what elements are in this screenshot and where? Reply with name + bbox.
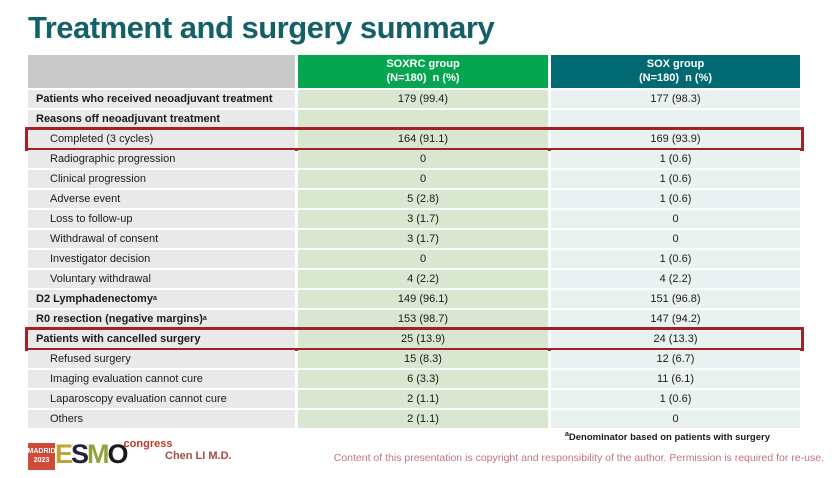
sox-value: 177 (98.3) — [551, 90, 800, 108]
table-row: Radiographic progression 0 1 (0.6) — [28, 150, 800, 168]
header-sox-line1: SOX group — [646, 57, 705, 70]
sox-value: 1 (0.6) — [551, 390, 800, 408]
madrid-label: MADRID — [27, 448, 56, 456]
sox-value: 11 (6.1) — [551, 370, 800, 388]
soxrc-value: 2 (1.1) — [298, 410, 548, 428]
row-label: Investigator decision — [28, 250, 295, 268]
row-label: Voluntary withdrawal — [28, 270, 295, 288]
row-label: Patients who received neoadjuvant treatm… — [28, 90, 295, 108]
soxrc-value: 0 — [298, 170, 548, 188]
table-row: Reasons off neoadjuvant treatment — [28, 110, 800, 128]
row-label: Withdrawal of consent — [28, 230, 295, 248]
table-row: Laparoscopy evaluation cannot cure 2 (1.1… — [28, 390, 800, 408]
sox-value: 1 (0.6) — [551, 190, 800, 208]
sox-value: 169 (93.9) — [551, 130, 800, 148]
presenter-name: Chen LI M.D. — [165, 450, 232, 462]
sox-value: 24 (13.3) — [551, 330, 800, 348]
soxrc-value: 2 (1.1) — [298, 390, 548, 408]
header-soxrc-line2: (N=180) n (%) — [386, 71, 460, 84]
table-row: Completed (3 cycles) 164 (91.1) 169 (93.9) — [25, 127, 804, 151]
soxrc-value: 5 (2.8) — [298, 190, 548, 208]
sox-value: 0 — [551, 410, 800, 428]
table-row: Clinical progression 0 1 (0.6) — [28, 170, 800, 188]
sox-value: 151 (96.8) — [551, 290, 800, 308]
sox-value: 1 (0.6) — [551, 250, 800, 268]
table-row: Investigator decision 0 1 (0.6) — [28, 250, 800, 268]
soxrc-value — [298, 110, 548, 128]
table-row: Withdrawal of consent 3 (1.7) 0 — [28, 230, 800, 248]
table-row: R0 resection (negative margins) a 153 (98.… — [28, 310, 800, 328]
summary-table: SOXRC group (N=180) n (%) SOX group (N=1… — [25, 55, 804, 430]
header-spacer-cell — [28, 55, 295, 88]
table-row: Patients who received neoadjuvant treatm… — [28, 90, 800, 108]
sox-value: 147 (94.2) — [551, 310, 800, 328]
page-title: Treatment and surgery summary — [28, 10, 495, 45]
row-label: Refused surgery — [28, 350, 295, 368]
table-row: Imaging evaluation cannot cure 6 (3.3) 11 … — [28, 370, 800, 388]
madrid-year: 2023 — [33, 456, 50, 464]
soxrc-value: 0 — [298, 250, 548, 268]
row-label: D2 Lymphadenectomy a — [28, 290, 295, 308]
sox-value: 0 — [551, 230, 800, 248]
header-sox-line2: (N=180) n (%) — [638, 71, 713, 84]
table-row: Refused surgery 15 (8.3) 12 (6.7) — [28, 350, 800, 368]
row-label: Patients with cancelled surgery — [28, 330, 295, 348]
table-body: Patients who received neoadjuvant treatm… — [25, 90, 804, 428]
table-row: Patients with cancelled surgery 25 (13.9)… — [25, 327, 804, 351]
row-label: Completed (3 cycles) — [28, 130, 295, 148]
sox-value: 0 — [551, 210, 800, 228]
sox-value: 4 (2.2) — [551, 270, 800, 288]
soxrc-value: 149 (96.1) — [298, 290, 548, 308]
congress-label: congress — [123, 438, 173, 450]
row-label: Imaging evaluation cannot cure — [28, 370, 295, 388]
table-header-row: SOXRC group (N=180) n (%) SOX group (N=1… — [28, 55, 800, 88]
soxrc-value: 0 — [298, 150, 548, 168]
esmo-congress-logo: MADRID 2023 ESMO congress — [28, 436, 172, 470]
madrid-2023-badge: MADRID 2023 — [27, 443, 56, 470]
soxrc-value: 4 (2.2) — [298, 270, 548, 288]
header-soxrc-group: SOXRC group (N=180) n (%) — [298, 55, 548, 88]
soxrc-value: 153 (98.7) — [298, 310, 548, 328]
row-label: R0 resection (negative margins) a — [28, 310, 295, 328]
sox-value — [551, 110, 800, 128]
table-row: Loss to follow-up 3 (1.7) 0 — [28, 210, 800, 228]
header-soxrc-line1: SOXRC group — [386, 57, 460, 70]
row-label: Loss to follow-up — [28, 210, 295, 228]
table-row: Adverse event 5 (2.8) 1 (0.6) — [28, 190, 800, 208]
row-label: Reasons off neoadjuvant treatment — [28, 110, 295, 128]
table-row: Others 2 (1.1) 0 — [28, 410, 800, 428]
soxrc-value: 164 (91.1) — [298, 130, 548, 148]
table-row: Voluntary withdrawal 4 (2.2) 4 (2.2) — [28, 270, 800, 288]
sox-value: 1 (0.6) — [551, 150, 800, 168]
copyright-notice: Content of this presentation is copyrigh… — [333, 452, 824, 464]
soxrc-value: 179 (99.4) — [298, 90, 548, 108]
row-label: Adverse event — [28, 190, 295, 208]
row-label: Others — [28, 410, 295, 428]
esmo-wordmark: ESMO — [55, 439, 129, 469]
soxrc-value: 15 (8.3) — [298, 350, 548, 368]
row-label: Laparoscopy evaluation cannot cure — [28, 390, 295, 408]
sox-value: 12 (6.7) — [551, 350, 800, 368]
header-sox-group: SOX group (N=180) n (%) — [551, 55, 800, 88]
soxrc-value: 3 (1.7) — [298, 210, 548, 228]
table-footnote: aDenominator based on patients with surg… — [564, 430, 770, 443]
slide-footer: MADRID 2023 ESMO congress Chen LI M.D. a… — [0, 428, 832, 478]
table-row: D2 Lymphadenectomy a 149 (96.1) 151 (96.8) — [28, 290, 800, 308]
sox-value: 1 (0.6) — [551, 170, 800, 188]
row-label: Clinical progression — [28, 170, 295, 188]
row-label: Radiographic progression — [28, 150, 295, 168]
soxrc-value: 3 (1.7) — [298, 230, 548, 248]
soxrc-value: 25 (13.9) — [298, 330, 548, 348]
soxrc-value: 6 (3.3) — [298, 370, 548, 388]
